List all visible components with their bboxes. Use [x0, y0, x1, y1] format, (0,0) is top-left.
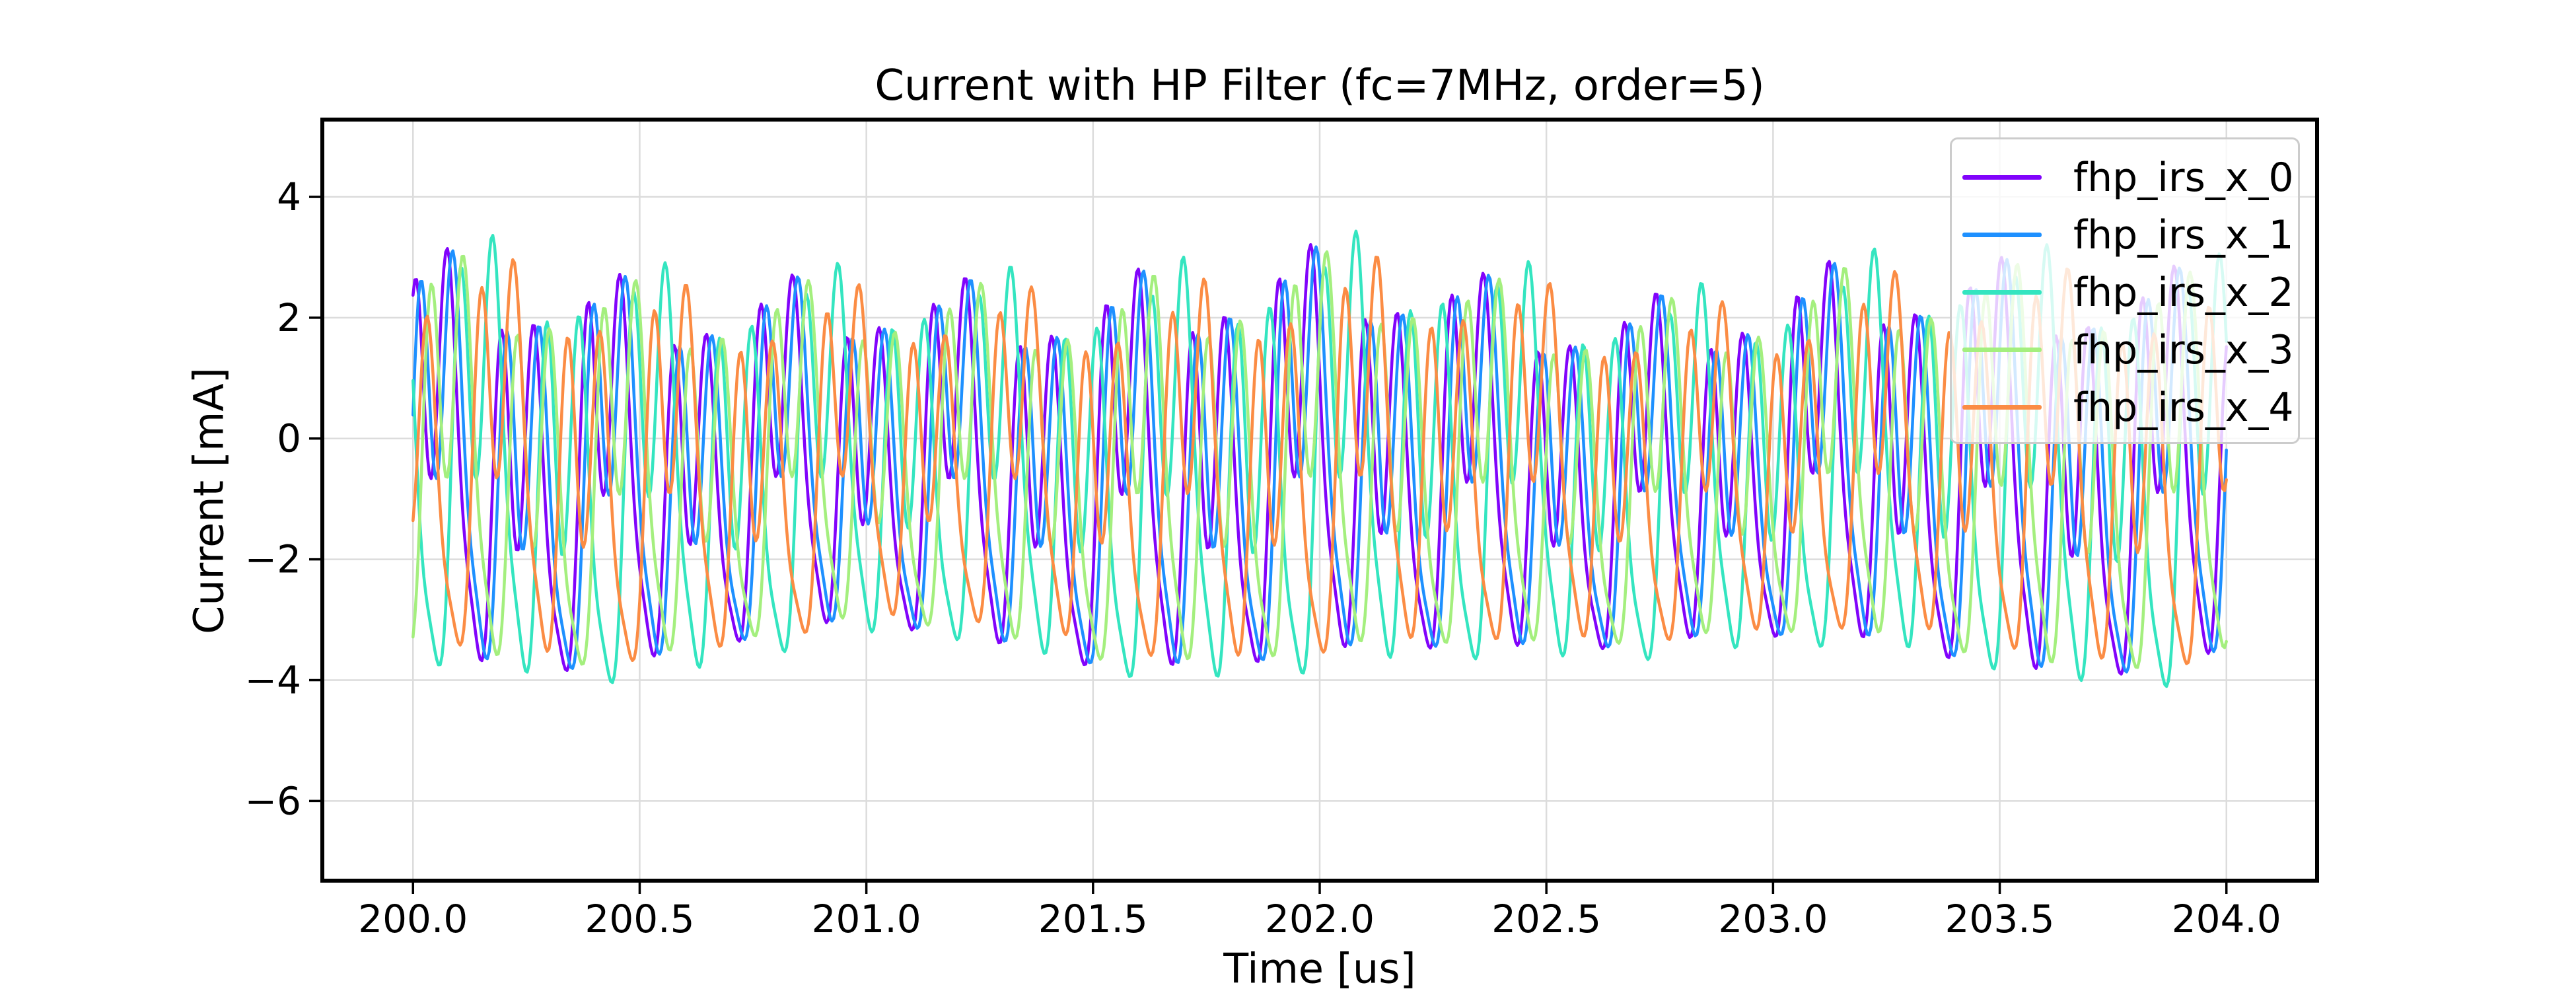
x-tick-label: 202.0: [1265, 897, 1375, 941]
legend-line-swatch: [1962, 175, 2042, 180]
plot-title: Current with HP Filter (fc=7MHz, order=5…: [875, 61, 1765, 110]
series-group: [411, 229, 2228, 688]
x-tick-label: 200.5: [585, 897, 694, 941]
legend-line-swatch: [1962, 290, 2042, 295]
legend: fhp_irs_x_0 fhp_irs_x_1 fhp_irs_x_2 fhp_irs…: [1950, 137, 2300, 444]
legend-label: fhp_irs_x_2: [2073, 269, 2294, 316]
x-tick-label: 200.0: [358, 897, 468, 941]
legend-line-swatch: [1962, 405, 2042, 410]
y-tick-label: 4: [277, 174, 301, 219]
series-line-fhp_irs_x_4: [411, 256, 2228, 665]
series-line-fhp_irs_x_3: [411, 250, 2228, 669]
x-tick-label: 203.0: [1718, 897, 1828, 941]
legend-item-fhp_irs_x_1: fhp_irs_x_1: [1962, 206, 2298, 264]
y-tick-label: −2: [245, 537, 302, 582]
series-line-fhp_irs_x_0: [411, 242, 2228, 676]
legend-label: fhp_irs_x_1: [2073, 211, 2294, 258]
y-tick-label: −6: [245, 778, 302, 823]
x-tick-label: 201.0: [812, 897, 921, 941]
legend-line-swatch: [1962, 233, 2042, 237]
y-tick-label: 2: [277, 295, 301, 340]
y-axis-label: Current [mA]: [184, 367, 233, 634]
y-tick-label: −4: [245, 657, 302, 702]
legend-label: fhp_irs_x_0: [2073, 154, 2294, 201]
y-tick-label: 0: [277, 416, 301, 461]
legend-item-fhp_irs_x_0: fhp_irs_x_0: [1962, 149, 2298, 206]
x-axis-label: Time [us]: [1223, 944, 1416, 991]
x-tick-label: 202.5: [1491, 897, 1601, 941]
x-tick-label: 201.5: [1038, 897, 1148, 941]
legend-line-swatch: [1962, 348, 2042, 352]
legend-item-fhp_irs_x_4: fhp_irs_x_4: [1962, 379, 2298, 436]
legend-label: fhp_irs_x_3: [2073, 326, 2294, 373]
x-tick-label: 204.0: [2172, 897, 2281, 941]
legend-item-fhp_irs_x_2: fhp_irs_x_2: [1962, 264, 2298, 321]
legend-label: fhp_irs_x_4: [2073, 384, 2294, 431]
plot-frame: [320, 118, 2319, 883]
legend-item-fhp_irs_x_3: fhp_irs_x_3: [1962, 321, 2298, 379]
x-tick-label: 203.5: [1945, 897, 2055, 941]
